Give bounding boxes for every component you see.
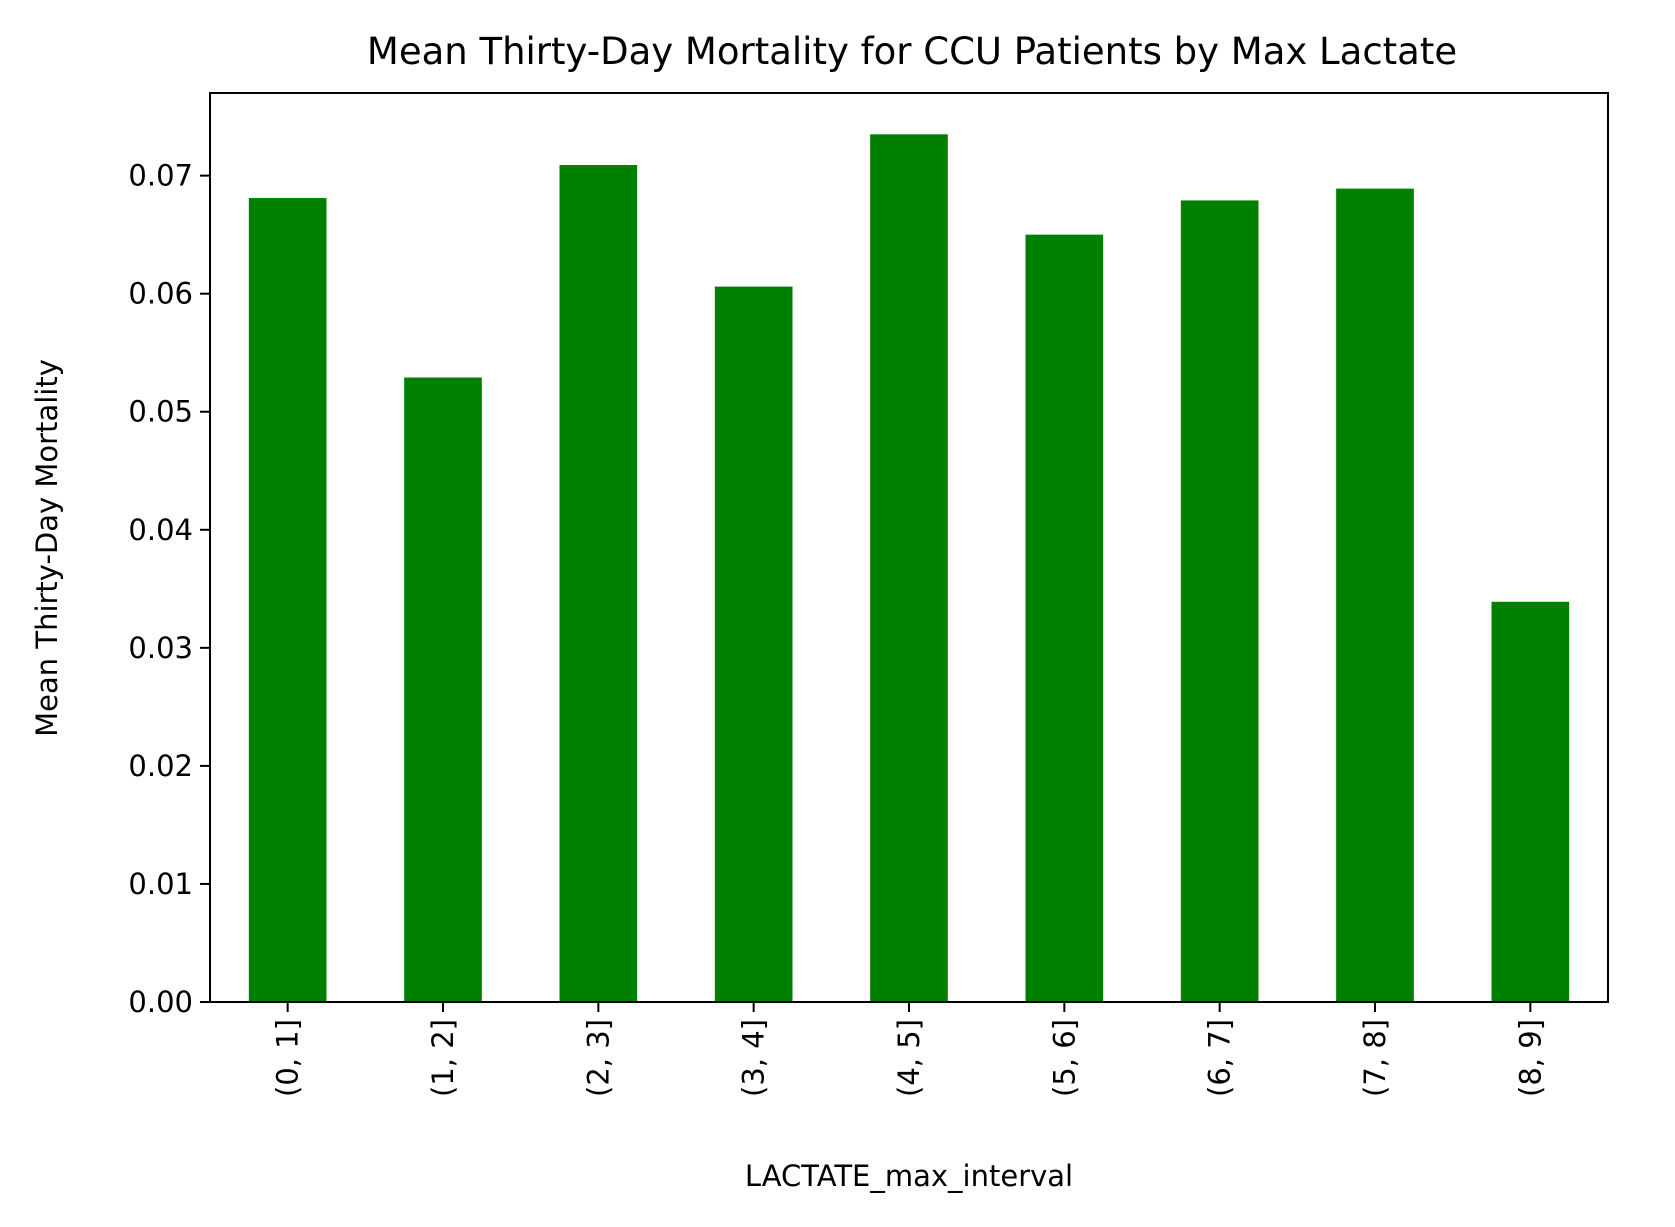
x-axis-label: LACTATE_max_interval — [745, 1159, 1073, 1193]
x-tick-label-1: (1, 2] — [426, 1019, 460, 1097]
y-tick-label-2: 0.02 — [128, 749, 193, 783]
bar-3 — [714, 286, 793, 1002]
x-tick-label-3: (3, 4] — [737, 1019, 771, 1097]
y-tick-label-7: 0.07 — [128, 159, 193, 193]
y-tick-label-6: 0.06 — [128, 277, 193, 311]
bar-1 — [404, 377, 482, 1002]
bar-5 — [1025, 234, 1104, 1002]
y-tick-label-0: 0.00 — [128, 985, 193, 1019]
y-tick-label-4: 0.04 — [128, 513, 193, 547]
y-tick-label-5: 0.05 — [128, 395, 193, 429]
bars-group — [248, 134, 1570, 1003]
x-tick-label-2: (2, 3] — [581, 1019, 615, 1097]
chart-title: Mean Thirty-Day Mortality for CCU Patien… — [367, 30, 1457, 73]
bar-8 — [1491, 601, 1570, 1002]
y-tick-label-1: 0.01 — [128, 867, 193, 901]
x-tick-label-7: (7, 8] — [1358, 1019, 1392, 1097]
x-tick-label-5: (5, 6] — [1047, 1019, 1081, 1097]
plot-frame — [209, 92, 1609, 1003]
bar-6 — [1180, 200, 1259, 1003]
bar-2 — [559, 165, 638, 1002]
y-axis: 0.00 0.01 0.02 0.03 0.04 0.05 0.06 0.07 — [128, 159, 210, 1019]
x-tick-label-4: (4, 5] — [892, 1019, 926, 1097]
x-tick-label-6: (6, 7] — [1203, 1019, 1237, 1097]
bar-7 — [1336, 188, 1414, 1002]
x-axis: (0, 1] (1, 2] (2, 3] (3, 4] (4, 5] (5, 6] (6, … — [271, 1002, 1547, 1097]
bar-4 — [870, 134, 948, 1002]
bar-0 — [248, 198, 327, 1003]
y-tick-label-3: 0.03 — [128, 631, 193, 665]
y-axis-label: Mean Thirty-Day Mortality — [30, 359, 64, 737]
x-tick-label-0: (0, 1] — [271, 1019, 305, 1097]
x-tick-label-8: (8, 9] — [1513, 1019, 1547, 1097]
